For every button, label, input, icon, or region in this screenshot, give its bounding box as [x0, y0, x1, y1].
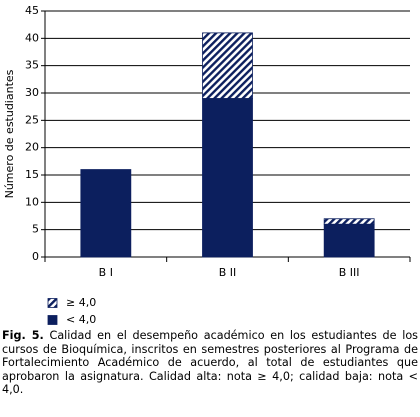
- y-tick-label: 40: [25, 31, 39, 44]
- y-tick-label: 0: [32, 250, 39, 263]
- bar-segment: [80, 169, 132, 258]
- legend-label: ≥ 4,0: [66, 296, 96, 309]
- legend-label: < 4,0: [66, 313, 96, 326]
- bar-segment: [202, 32, 253, 99]
- caption-text: Calidad en el desempeño académico en los…: [2, 329, 418, 396]
- bar-segment: [323, 223, 375, 258]
- y-tick-label: 20: [25, 141, 39, 154]
- caption-label: Fig. 5.: [2, 329, 44, 342]
- y-tick-label: 15: [25, 168, 39, 181]
- x-tick-label: B III: [339, 266, 360, 279]
- x-tick-label: B I: [99, 266, 113, 279]
- x-tick-label: B II: [219, 266, 237, 279]
- y-tick-label: 25: [25, 113, 39, 126]
- y-axis-label: Número de estudiantes: [3, 69, 16, 198]
- chart: Número de estudiantes 0 5 10 15 20 25 30 35 40 45…: [3, 4, 411, 326]
- y-tick-label: 30: [25, 86, 39, 99]
- bar-segment: [202, 98, 253, 258]
- legend-swatch: [47, 315, 58, 325]
- y-tick-label: 10: [25, 195, 39, 208]
- y-tick-label: 5: [32, 223, 39, 236]
- y-tick-label: 45: [25, 4, 39, 17]
- bar-segment: [323, 218, 375, 225]
- y-tick-label: 35: [25, 59, 39, 72]
- caption: Fig. 5. Calidad en el desempeño académic…: [2, 329, 418, 397]
- legend-swatch: [47, 298, 58, 308]
